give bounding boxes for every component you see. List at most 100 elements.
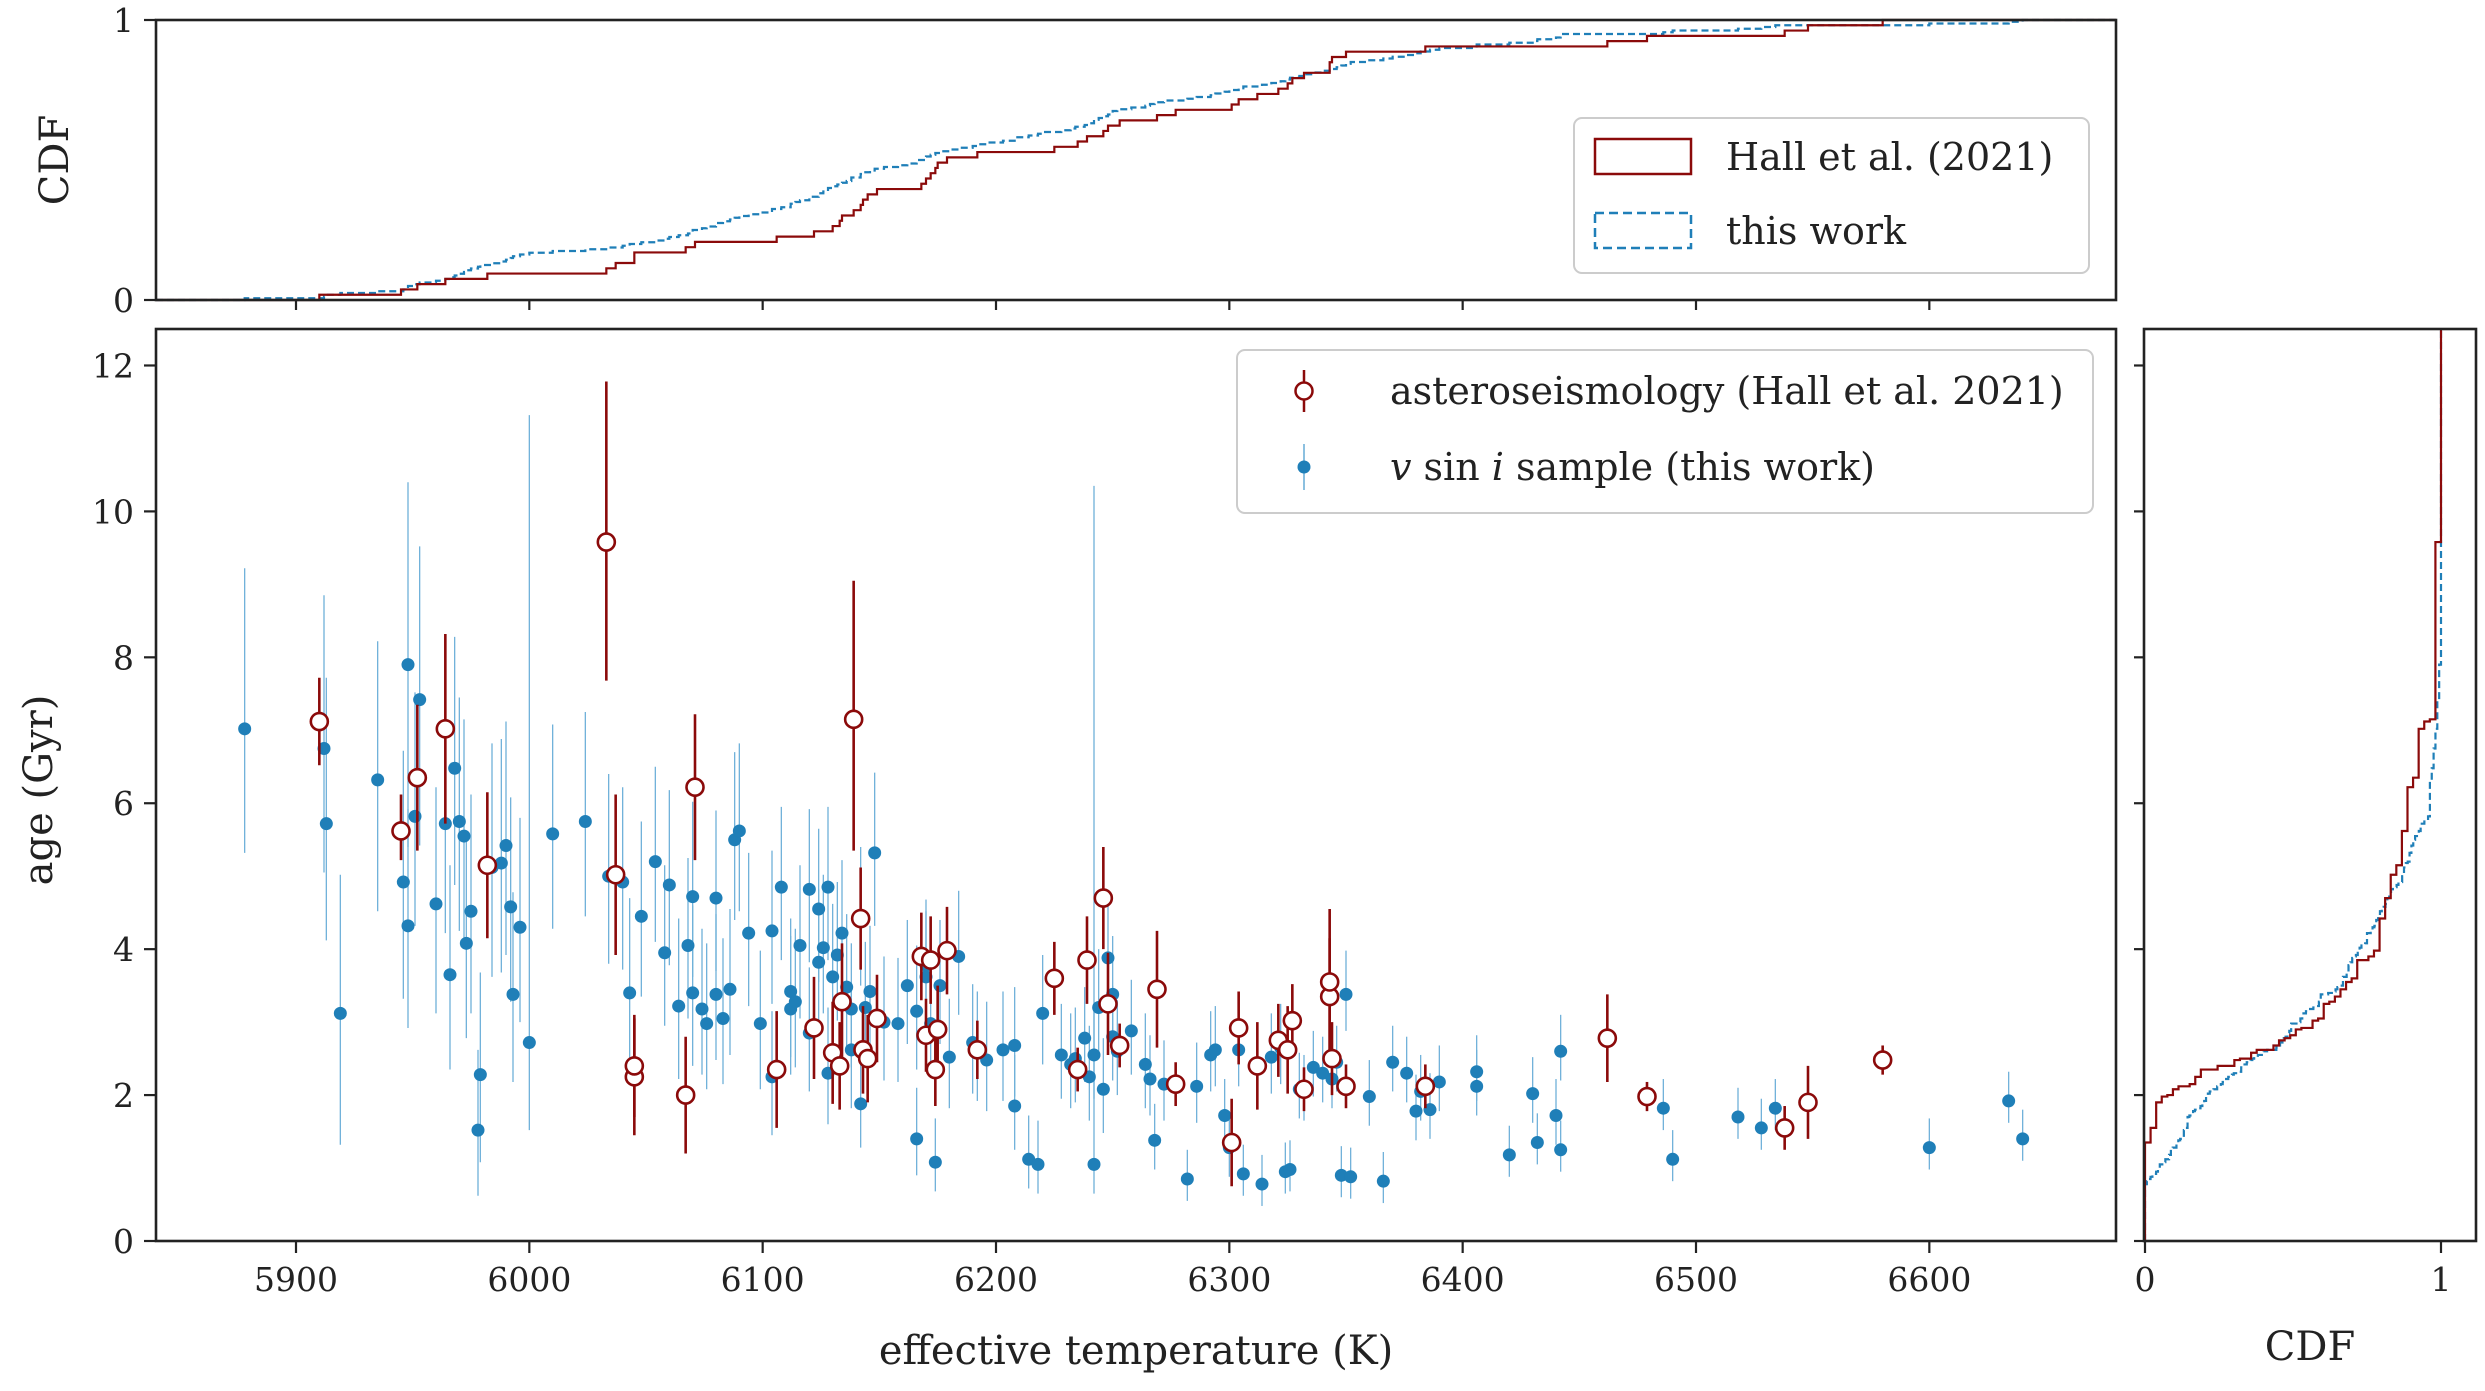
top-cdf-panel: 01 CDF Hall et al. (2021) this work [32, 1, 2118, 320]
thiswork-point [413, 693, 427, 707]
thiswork-point [464, 904, 478, 918]
hall-point [477, 855, 498, 876]
hall-point [1798, 1092, 1818, 1113]
thiswork-point [1362, 1090, 1376, 1104]
thiswork-point [933, 979, 947, 993]
thiswork-point [504, 900, 518, 914]
right-xtick-label: 1 [2431, 1260, 2452, 1299]
top-cdf-curves [156, 18, 2116, 302]
thiswork-point [452, 814, 466, 828]
hall-point [927, 1019, 948, 1040]
hall-point [1228, 1018, 1249, 1038]
thiswork-point [1054, 1048, 1068, 1062]
thiswork-point [443, 968, 457, 982]
thiswork-point [546, 827, 560, 841]
thiswork-point [1008, 1038, 1022, 1052]
hall-point [804, 1018, 824, 1038]
thiswork-point [319, 817, 333, 831]
ytick-label: 8 [113, 638, 134, 677]
hall-point [1597, 1028, 1618, 1048]
thiswork-point [709, 987, 723, 1001]
thiswork-point [1124, 1024, 1138, 1038]
hall-point [596, 532, 617, 552]
thiswork-point [371, 773, 385, 787]
thiswork-point [1008, 1099, 1022, 1113]
top-ylabel: CDF [32, 115, 78, 205]
thiswork-point [835, 926, 849, 940]
thiswork-point [681, 939, 695, 953]
thiswork-point [826, 970, 840, 984]
thiswork-point [788, 995, 802, 1009]
top-legend: Hall et al. (2021) this work [1573, 117, 2090, 274]
thiswork-point [821, 880, 835, 894]
top-ytick-label: 1 [113, 1, 134, 40]
thiswork-point [1666, 1152, 1680, 1166]
thiswork-point [723, 982, 737, 996]
xtick-label: 6300 [1187, 1260, 1271, 1299]
top-cdf-hall-line [156, 18, 2116, 302]
main-legend-box [1236, 349, 2094, 514]
hall-point [1415, 1076, 1436, 1097]
right-panel-frame [2142, 327, 2478, 1243]
hall-point [857, 1048, 878, 1069]
hall-point [937, 940, 957, 961]
thiswork-point [910, 1004, 924, 1018]
thiswork-point [774, 880, 788, 894]
thiswork-point [2002, 1094, 2016, 1108]
thiswork-point [996, 1043, 1010, 1057]
legend-thiswork-marker [1297, 460, 1311, 474]
thiswork-point [459, 936, 473, 950]
main-ylabel: age (Gyr) [16, 695, 62, 886]
thiswork-point [753, 1017, 767, 1031]
thiswork-point [499, 839, 513, 853]
thiswork-point [1554, 1044, 1568, 1058]
thiswork-point [506, 987, 520, 1001]
thiswork-point [2016, 1132, 2030, 1146]
legend-thiswork-label: this work [1726, 209, 1907, 253]
thiswork-point [634, 909, 648, 923]
thiswork-point [1554, 1143, 1568, 1157]
thiswork-point [401, 919, 415, 933]
thiswork-point [812, 955, 826, 969]
thiswork-point [473, 1068, 487, 1082]
hall-point [624, 1056, 645, 1076]
thiswork-point [854, 1097, 868, 1111]
thiswork-point [513, 920, 527, 934]
thiswork-point [1754, 1121, 1768, 1135]
ytick-label: 12 [92, 346, 134, 385]
xtick-label: 6100 [721, 1260, 805, 1299]
thiswork-point [658, 946, 672, 960]
main-scatter-panel: 5900 6000 6100 6200 6300 6400 6500 6600 0 2 4 6 8 10… [16, 327, 2118, 1374]
thiswork-point [891, 1017, 905, 1031]
thiswork-point [928, 1155, 942, 1169]
thiswork-point [793, 939, 807, 953]
ytick-label: 10 [92, 492, 134, 531]
thiswork-point [802, 882, 816, 896]
thiswork-point [919, 970, 933, 984]
thiswork-point [686, 890, 700, 904]
hall-point [1221, 1132, 1242, 1153]
thiswork-point [1400, 1066, 1414, 1080]
top-legend-box [1573, 117, 2090, 274]
thiswork-point [816, 941, 830, 955]
hall-point [920, 950, 941, 970]
hall-point [832, 991, 852, 1012]
thiswork-point [238, 722, 252, 736]
hall-point [391, 821, 411, 841]
legend-thiswork-swatch [1593, 211, 1693, 250]
hall-point [1147, 979, 1167, 1000]
thiswork-point [578, 814, 592, 828]
thiswork-point [1339, 987, 1353, 1001]
thiswork-point [868, 846, 882, 860]
xtick-label: 6000 [487, 1260, 571, 1299]
ytick-label: 0 [113, 1222, 134, 1261]
thiswork-point [840, 980, 854, 994]
hall-point [967, 1040, 988, 1060]
thiswork-point [700, 1017, 714, 1031]
ytick-label: 4 [113, 930, 134, 969]
xtick-label: 6400 [1421, 1260, 1505, 1299]
thiswork-point [1306, 1060, 1320, 1074]
thiswork-point [900, 979, 914, 993]
thiswork-point [1148, 1133, 1162, 1147]
